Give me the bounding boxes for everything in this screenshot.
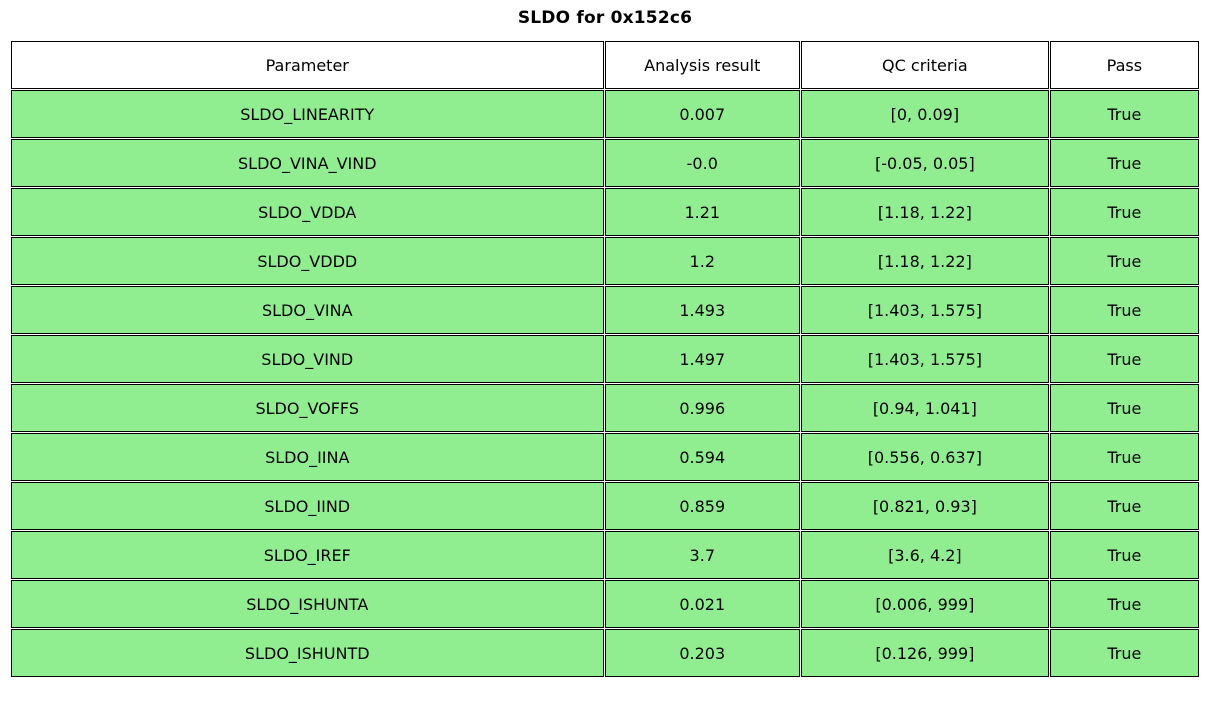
cell-pass: True [1049,531,1199,579]
cell-analysis-result: 0.859 [604,482,801,530]
table-row: SLDO_VIND 1.497 [1.403, 1.575] True [11,335,1199,383]
cell-analysis-result: 1.497 [604,335,801,383]
cell-pass: True [1049,482,1199,530]
cell-qc-criteria: [0.126, 999] [801,629,1049,677]
cell-qc-criteria: [0.821, 0.93] [801,482,1049,530]
cell-qc-criteria: [0.94, 1.041] [801,384,1049,432]
cell-pass: True [1049,433,1199,481]
qc-table: Parameter Analysis result QC criteria Pa… [10,40,1200,678]
table-row: SLDO_VDDD 1.2 [1.18, 1.22] True [11,237,1199,285]
cell-parameter: SLDO_VINA_VIND [11,139,604,187]
cell-pass: True [1049,237,1199,285]
table-row: SLDO_IREF 3.7 [3.6, 4.2] True [11,531,1199,579]
table-row: SLDO_VOFFS 0.996 [0.94, 1.041] True [11,384,1199,432]
table-body: SLDO_LINEARITY 0.007 [0, 0.09] True SLDO_VIN… [11,90,1199,677]
col-header-qc-criteria: QC criteria [801,41,1049,89]
cell-pass: True [1049,384,1199,432]
cell-analysis-result: 0.996 [604,384,801,432]
cell-parameter: SLDO_ISHUNTA [11,580,604,628]
cell-qc-criteria: [1.18, 1.22] [801,237,1049,285]
col-header-parameter: Parameter [11,41,604,89]
table-row: SLDO_VDDA 1.21 [1.18, 1.22] True [11,188,1199,236]
cell-qc-criteria: [0, 0.09] [801,90,1049,138]
cell-pass: True [1049,90,1199,138]
cell-qc-criteria: [-0.05, 0.05] [801,139,1049,187]
cell-qc-criteria: [1.403, 1.575] [801,286,1049,334]
table-row: SLDO_ISHUNTA 0.021 [0.006, 999] True [11,580,1199,628]
cell-analysis-result: 0.594 [604,433,801,481]
cell-qc-criteria: [0.556, 0.637] [801,433,1049,481]
cell-qc-criteria: [1.403, 1.575] [801,335,1049,383]
cell-parameter: SLDO_VOFFS [11,384,604,432]
cell-analysis-result: 0.203 [604,629,801,677]
cell-analysis-result: 3.7 [604,531,801,579]
table-row: SLDO_ISHUNTD 0.203 [0.126, 999] True [11,629,1199,677]
cell-analysis-result: 1.493 [604,286,801,334]
cell-parameter: SLDO_IREF [11,531,604,579]
cell-pass: True [1049,335,1199,383]
col-header-pass: Pass [1049,41,1199,89]
cell-analysis-result: 1.2 [604,237,801,285]
cell-pass: True [1049,629,1199,677]
cell-qc-criteria: [3.6, 4.2] [801,531,1049,579]
cell-parameter: SLDO_VDDD [11,237,604,285]
cell-analysis-result: 0.007 [604,90,801,138]
cell-analysis-result: 0.021 [604,580,801,628]
cell-parameter: SLDO_ISHUNTD [11,629,604,677]
table-row: SLDO_VINA 1.493 [1.403, 1.575] True [11,286,1199,334]
cell-pass: True [1049,188,1199,236]
figure-title: SLDO for 0x152c6 [517,8,693,28]
cell-pass: True [1049,580,1199,628]
cell-analysis-result: 1.21 [604,188,801,236]
cell-qc-criteria: [0.006, 999] [801,580,1049,628]
cell-parameter: SLDO_VINA [11,286,604,334]
table-row: SLDO_LINEARITY 0.007 [0, 0.09] True [11,90,1199,138]
header-row: Parameter Analysis result QC criteria Pa… [11,41,1199,89]
cell-analysis-result: -0.0 [604,139,801,187]
table-row: SLDO_IINA 0.594 [0.556, 0.637] True [11,433,1199,481]
cell-qc-criteria: [1.18, 1.22] [801,188,1049,236]
table-row: SLDO_IIND 0.859 [0.821, 0.93] True [11,482,1199,530]
cell-parameter: SLDO_VIND [11,335,604,383]
cell-parameter: SLDO_VDDA [11,188,604,236]
qc-table-figure: SLDO for 0x152c6 Parameter Analysis resu… [10,8,1200,678]
table-row: SLDO_VINA_VIND -0.0 [-0.05, 0.05] True [11,139,1199,187]
col-header-analysis-result: Analysis result [604,41,801,89]
cell-pass: True [1049,286,1199,334]
cell-parameter: SLDO_IINA [11,433,604,481]
cell-pass: True [1049,139,1199,187]
cell-parameter: SLDO_LINEARITY [11,90,604,138]
cell-parameter: SLDO_IIND [11,482,604,530]
